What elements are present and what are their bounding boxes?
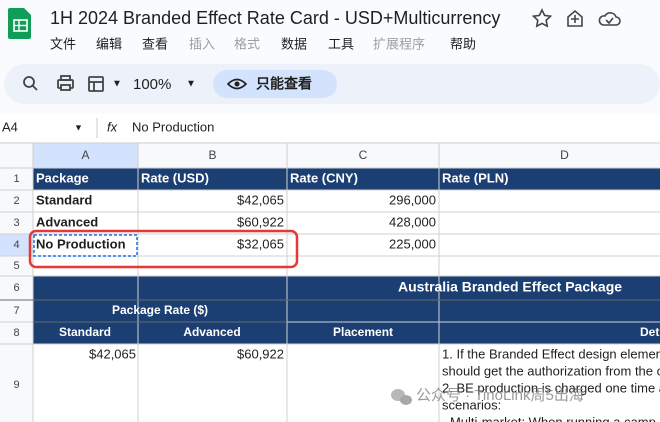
group-header: Package Rate ($) (112, 303, 208, 317)
cell: $42,065 (89, 346, 136, 361)
sub-header: Advanced (183, 325, 240, 339)
menu-item[interactable]: 格式 (234, 36, 260, 51)
menu-item[interactable]: 插入 (189, 36, 215, 51)
cell: 428,000 (389, 214, 436, 229)
header-fill (33, 168, 660, 190)
fx-label: fx (107, 119, 118, 134)
row-header-bar (0, 168, 33, 422)
menu-item[interactable]: 编辑 (96, 36, 122, 51)
row-number[interactable]: 3 (13, 217, 19, 229)
selection (33, 234, 138, 257)
header-cell: Rate (PLN) (442, 170, 508, 185)
row-header-selected (0, 234, 33, 256)
formula-content[interactable]: No Production (132, 119, 214, 134)
column-header-selected (33, 143, 138, 168)
row-number[interactable]: 5 (13, 260, 19, 272)
watermark-icon (391, 389, 412, 405)
cell-ref[interactable]: A4 (2, 119, 18, 134)
view-only-label[interactable]: 只能查看 (256, 76, 312, 92)
dropdown-arrow[interactable]: ▼ (74, 122, 83, 132)
row-number[interactable]: 2 (13, 195, 19, 207)
cell: $32,065 (237, 236, 284, 251)
doc-title: 1H 2024 Branded Effect Rate Card - USD+M… (50, 8, 500, 28)
sub-header: Placement (333, 325, 393, 339)
title-icons[interactable] (531, 8, 621, 28)
menu-item[interactable]: 查看 (142, 36, 168, 51)
menu-bar: 文件 编辑 查看 插入 格式 数据 工具 扩展程序 帮助 (50, 36, 476, 51)
dropdown-arrow[interactable]: ▼ (186, 79, 196, 90)
header-cell: Package (36, 170, 89, 185)
menu-item[interactable]: 帮助 (450, 36, 476, 51)
cell: $42,065 (237, 192, 284, 207)
cell: $60,922 (237, 214, 284, 229)
sheets-icon[interactable] (8, 8, 31, 39)
cell: $60,922 (237, 346, 284, 361)
view-only-button[interactable] (213, 70, 337, 98)
details-line: scenarios: (442, 397, 501, 412)
header-cell: Rate (CNY) (290, 170, 358, 185)
column-label[interactable]: C (359, 148, 368, 162)
column-label[interactable]: B (208, 148, 216, 162)
menu-item[interactable]: 文件 (50, 36, 76, 51)
details-line: 1. If the Branded Effect design element (442, 346, 660, 361)
toolbar-icons[interactable] (23, 75, 104, 92)
row-number[interactable]: 7 (13, 305, 19, 317)
sub-header: Standard (59, 325, 111, 339)
menu-item[interactable]: 扩展程序 (373, 36, 425, 51)
menu-item[interactable]: 数据 (281, 36, 307, 51)
cell: 225,000 (389, 236, 436, 251)
row-number[interactable]: 8 (13, 327, 19, 339)
row-number[interactable]: 4 (13, 239, 19, 251)
details-line: 2. BE production is charged one time a (442, 380, 660, 395)
dropdown-arrow[interactable]: ▼ (112, 79, 122, 90)
sub-header: Det (640, 325, 659, 339)
eye-icon (226, 78, 248, 90)
column-label[interactable]: D (560, 148, 569, 162)
eye-icon (234, 81, 240, 87)
row-number[interactable]: 6 (13, 282, 19, 294)
watermark: 公众号 · TinoLink周5出海 (416, 387, 584, 404)
cell: 296,000 (389, 192, 436, 207)
zoom[interactable]: 100% (133, 76, 171, 93)
details-line: should get the authorization from the c (442, 363, 660, 378)
cell: No Production (36, 236, 126, 251)
header-cell: Rate (USD) (141, 170, 209, 185)
row-number[interactable]: 9 (13, 379, 19, 391)
cell: Standard (36, 192, 92, 207)
formula-bar (0, 114, 660, 142)
cell: Advanced (36, 214, 98, 229)
details-line: - Multi-market: When running a camp (442, 414, 656, 422)
cells: Package Rate (USD) Rate (CNY) Rate (PLN) Sta… (36, 170, 660, 422)
menu-item[interactable]: 工具 (328, 36, 354, 51)
highlight-box (28, 229, 299, 269)
row-number[interactable]: 1 (13, 173, 19, 185)
grid: A B C D 1 2 3 4 5 6 7 8 9 (0, 142, 660, 422)
section-title: Australia Branded Effect Package (398, 279, 622, 295)
column-label[interactable]: A (81, 148, 89, 162)
